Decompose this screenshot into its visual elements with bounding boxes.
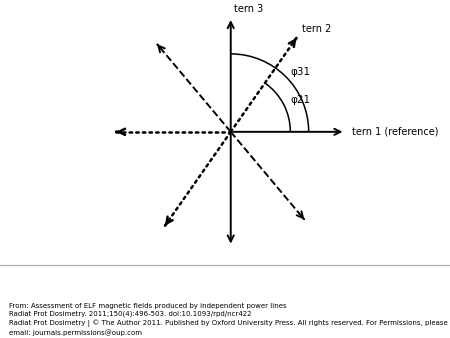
Text: From: Assessment of ELF magnetic fields produced by independent power lines
Radi: From: Assessment of ELF magnetic fields … (9, 303, 448, 336)
Text: φ21: φ21 (290, 95, 310, 105)
Text: tern 1 (reference): tern 1 (reference) (352, 127, 439, 137)
Text: tern 3: tern 3 (234, 4, 263, 14)
Text: tern 2: tern 2 (302, 24, 332, 34)
Text: φ31: φ31 (291, 67, 311, 77)
